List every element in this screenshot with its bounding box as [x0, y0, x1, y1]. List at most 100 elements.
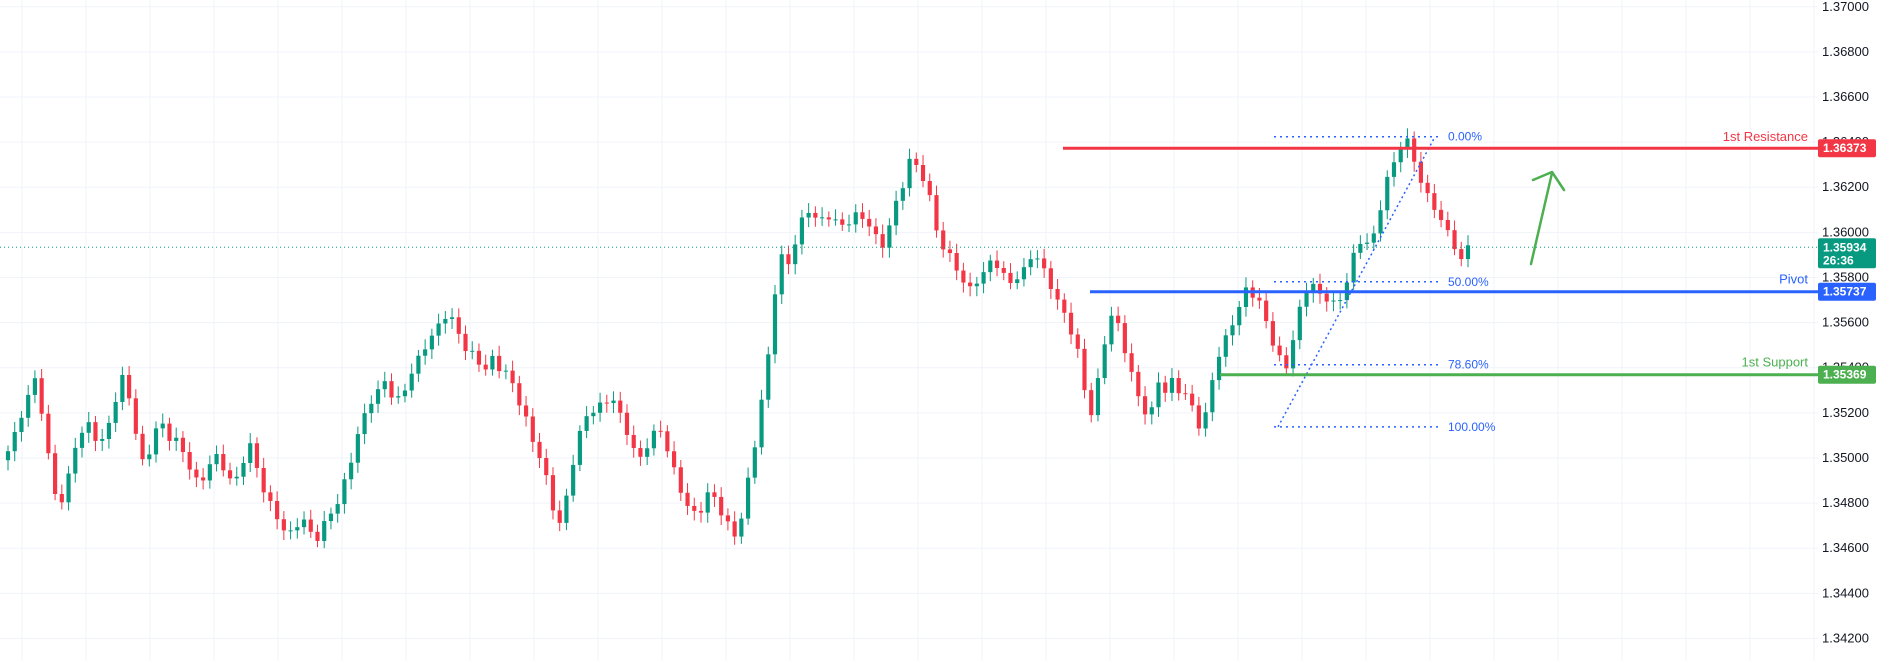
candle — [941, 221, 946, 258]
candle — [1432, 184, 1437, 219]
candle — [275, 491, 280, 530]
candle — [1364, 233, 1370, 251]
candle — [544, 448, 549, 485]
candle — [1465, 235, 1471, 268]
candle-body — [26, 394, 31, 418]
candle — [79, 426, 85, 458]
candle-body — [416, 355, 421, 374]
candle-body — [1290, 340, 1296, 369]
candle — [328, 507, 334, 530]
candle — [994, 250, 1000, 277]
candle-body — [1169, 378, 1175, 393]
candle-body — [375, 389, 381, 404]
candle — [53, 444, 58, 501]
candle-body — [597, 402, 603, 413]
candle — [369, 395, 374, 423]
price-axis[interactable]: 1.370001.368001.366001.364001.362001.360… — [1818, 0, 1883, 661]
candle — [382, 371, 387, 398]
candle-body — [100, 439, 105, 441]
candle — [523, 395, 529, 427]
candle-body — [1163, 382, 1168, 393]
candle — [840, 212, 845, 231]
candle — [894, 190, 899, 236]
candle — [248, 433, 253, 473]
candle — [766, 346, 771, 408]
candle-body — [1371, 233, 1376, 243]
candle-body — [1331, 300, 1336, 302]
candle — [1405, 128, 1410, 158]
candle-body — [779, 254, 784, 295]
candle — [315, 524, 320, 548]
candle-body — [1001, 268, 1006, 273]
candle-body — [1452, 230, 1457, 250]
candle-body — [389, 381, 394, 398]
bar-countdown: 26:36 — [1823, 253, 1854, 267]
candle — [93, 416, 98, 452]
candle-body — [1465, 245, 1471, 260]
candle — [73, 437, 78, 483]
candle-body — [147, 454, 152, 460]
candle-body — [53, 453, 58, 495]
candle — [1176, 370, 1181, 401]
candle — [389, 373, 394, 405]
candle — [584, 406, 589, 439]
candle-body — [19, 417, 24, 433]
candle — [806, 203, 811, 228]
candle — [564, 488, 569, 531]
candle-body — [927, 181, 932, 196]
candle — [1048, 260, 1053, 300]
candle-body — [880, 234, 885, 248]
candle-body — [1425, 182, 1430, 194]
candle — [1001, 261, 1006, 281]
candle — [1203, 402, 1208, 437]
candle — [449, 308, 455, 329]
candle — [571, 454, 576, 502]
candle — [1385, 170, 1390, 220]
candle — [1297, 299, 1302, 350]
price-tick-label: 1.35200 — [1822, 405, 1869, 420]
candle — [772, 284, 778, 364]
candle — [349, 452, 354, 490]
candle-body — [140, 433, 145, 460]
candle-body — [322, 521, 327, 541]
candle-body — [470, 350, 475, 352]
candle — [1223, 328, 1228, 367]
candle-body — [1270, 321, 1275, 346]
candle-body — [436, 323, 441, 336]
candle-body — [820, 217, 825, 219]
candle-body — [1338, 300, 1343, 302]
candle — [429, 328, 434, 359]
candle — [234, 466, 239, 486]
candle — [719, 487, 724, 526]
candle — [981, 262, 986, 294]
candle-body — [860, 212, 865, 219]
candle-body — [308, 519, 313, 532]
candle-body — [1021, 267, 1027, 280]
candle — [1082, 338, 1087, 399]
candle-body — [106, 422, 112, 440]
candle — [961, 262, 966, 293]
candle-body — [1210, 380, 1215, 413]
candle-body — [180, 437, 186, 453]
candle-body — [658, 430, 663, 432]
candle — [59, 484, 64, 510]
candle — [1142, 386, 1148, 425]
candle-body — [725, 515, 730, 522]
candle — [1378, 200, 1383, 242]
candle-body — [705, 492, 710, 513]
price-tick-label: 1.34200 — [1822, 630, 1869, 645]
candle-body — [611, 400, 616, 404]
candle-body — [1277, 345, 1282, 356]
candle — [194, 461, 199, 488]
candle-body — [1412, 138, 1417, 162]
candle-body — [1216, 356, 1222, 381]
candle-body — [254, 443, 260, 468]
candle-body — [1459, 249, 1464, 260]
candle — [355, 426, 360, 473]
candle-body — [409, 373, 414, 391]
candle — [1459, 241, 1464, 267]
candle-body — [1035, 258, 1040, 260]
candle-body — [712, 492, 717, 497]
candle-body — [557, 510, 562, 523]
candle — [214, 445, 219, 472]
